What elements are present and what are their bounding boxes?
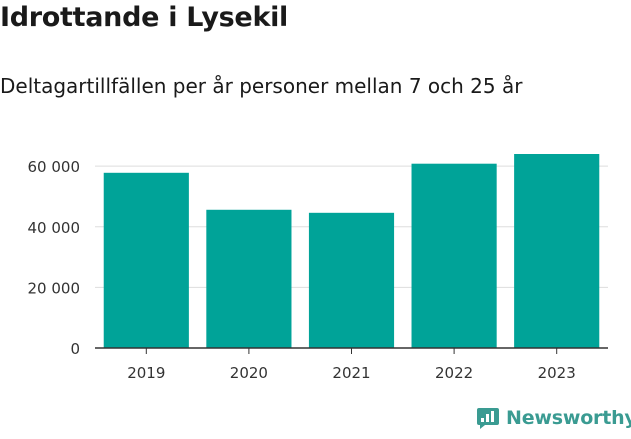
y-tick-label: 20 000 xyxy=(28,279,81,297)
newsworthy-logo-icon xyxy=(477,408,499,429)
y-tick-label: 40 000 xyxy=(28,219,81,237)
y-tick-label: 0 xyxy=(70,340,80,358)
x-tick-label: 2020 xyxy=(230,364,268,382)
axes: 0 20 000 40 000 60 000 2019 2020 2021 2022 2023 xyxy=(28,158,608,382)
x-tick-label: 2021 xyxy=(332,364,370,382)
newsworthy-brand: Newsworthy xyxy=(476,406,631,430)
chart-title: Idrottande i Lysekil xyxy=(0,2,289,33)
bar-2022 xyxy=(411,163,497,348)
bar-2020 xyxy=(206,209,292,348)
x-tick-label: 2019 xyxy=(127,364,165,382)
x-tick-label: 2023 xyxy=(538,364,576,382)
x-tick-label: 2022 xyxy=(435,364,473,382)
bar-2023 xyxy=(514,154,600,348)
bar-2019 xyxy=(103,172,189,348)
chart-subtitle: Deltagartillfällen per år personer mella… xyxy=(0,74,523,98)
y-tick-label: 60 000 xyxy=(28,158,81,176)
brand-name: Newsworthy xyxy=(506,407,631,429)
bars xyxy=(103,154,600,348)
bar-2021 xyxy=(308,212,395,348)
